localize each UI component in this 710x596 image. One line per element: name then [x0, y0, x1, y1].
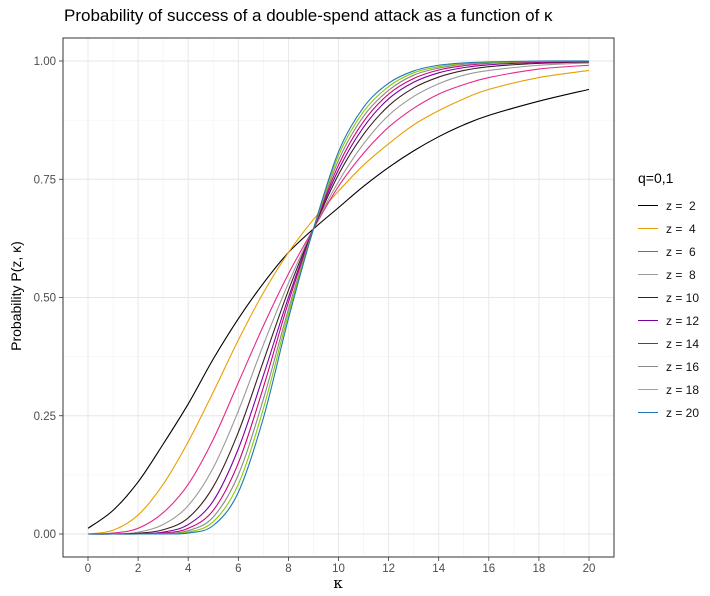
- x-tick-label: 0: [85, 563, 91, 575]
- legend-key: [638, 320, 658, 321]
- legend-key: [638, 297, 658, 298]
- legend-item: z = 10: [630, 286, 699, 309]
- legend-label: z = 4: [666, 221, 696, 236]
- chart-title: Probability of success of a double-spend…: [64, 6, 553, 25]
- legend-key: [638, 205, 658, 206]
- legend-label: z = 6: [666, 244, 696, 259]
- x-tick-label: 12: [382, 563, 395, 575]
- legend-label: z = 2: [666, 198, 696, 213]
- x-tick-label: 20: [583, 563, 596, 575]
- legend-key: [638, 343, 658, 344]
- legend-items: z = 2 z = 4 z = 6 z = 8 z = 10 z = 12 z = 14 z …: [630, 194, 699, 424]
- legend-key: [638, 412, 658, 413]
- y-tick-label: 0.25: [34, 411, 56, 423]
- x-tick-label: 6: [235, 563, 241, 575]
- legend-key: [638, 251, 658, 252]
- legend-label: z = 10: [666, 290, 700, 305]
- legend-item: z = 16: [630, 355, 699, 378]
- legend-key: [638, 389, 658, 390]
- legend-item: z = 2: [630, 194, 699, 217]
- legend-item: z = 20: [630, 401, 699, 424]
- y-tick-label: 0.00: [34, 529, 56, 541]
- series-line-9: [87, 60, 590, 535]
- x-tick-label: 18: [533, 563, 546, 575]
- series-line-1: [87, 69, 590, 535]
- legend-key: [638, 228, 658, 229]
- legend-item: z = 12: [630, 309, 699, 332]
- x-tick-label: 8: [285, 563, 291, 575]
- legend-item: z = 4: [630, 217, 699, 240]
- legend-label: z = 20: [666, 405, 700, 420]
- x-tick-label: 10: [332, 563, 345, 575]
- y-axis-label: Probability P(z, κ): [8, 241, 24, 351]
- legend-item: z = 6: [630, 240, 699, 263]
- x-axis-label: κ: [333, 574, 343, 592]
- legend-key: [638, 274, 658, 275]
- panel-border: [62, 37, 615, 558]
- y-tick-label: 0.50: [34, 293, 56, 305]
- legend-label: z = 12: [666, 313, 700, 328]
- legend-label: z = 18: [666, 382, 700, 397]
- x-tick-label: 4: [185, 563, 192, 575]
- y-tick-label: 1.00: [34, 56, 56, 68]
- x-tick-label: 14: [432, 563, 445, 575]
- legend-label: z = 14: [666, 336, 700, 351]
- legend-title: q=0,1: [638, 170, 674, 186]
- legend-item: z = 14: [630, 332, 699, 355]
- y-tick-label: 0.75: [34, 174, 56, 186]
- legend-label: z = 16: [666, 359, 700, 374]
- legend-label: z = 8: [666, 267, 696, 282]
- x-tick-label: 2: [135, 563, 141, 575]
- legend-item: z = 18: [630, 378, 699, 401]
- legend-item: z = 8: [630, 263, 699, 286]
- x-tick-label: 16: [482, 563, 495, 575]
- legend-key: [638, 366, 658, 367]
